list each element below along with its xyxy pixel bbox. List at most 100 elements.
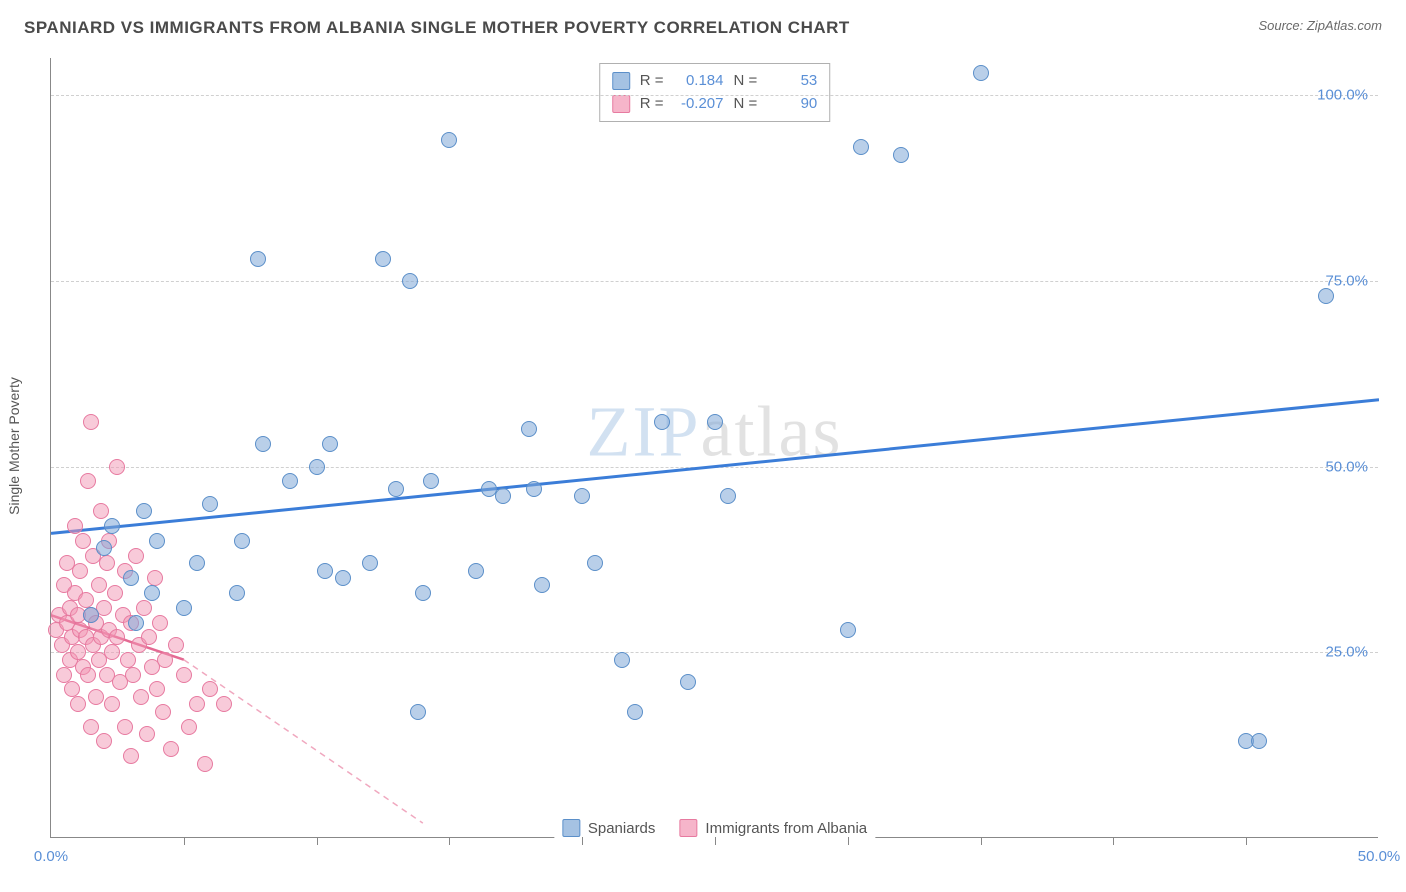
data-point-pink [147, 570, 163, 586]
data-point-pink [70, 644, 86, 660]
gridline [51, 467, 1378, 468]
data-point-pink [56, 667, 72, 683]
y-tick-label: 100.0% [1317, 87, 1368, 104]
data-point-pink [181, 719, 197, 735]
stats-row-blue: R = 0.184 N = 53 [612, 70, 818, 93]
data-point-blue [654, 414, 670, 430]
data-point-blue [627, 704, 643, 720]
data-point-pink [125, 667, 141, 683]
source-name: ZipAtlas.com [1307, 18, 1382, 33]
data-point-blue [136, 503, 152, 519]
data-point-blue [973, 65, 989, 81]
data-point-pink [104, 644, 120, 660]
x-tick [848, 837, 849, 845]
gridline [51, 95, 1378, 96]
data-point-blue [534, 577, 550, 593]
data-point-blue [128, 615, 144, 631]
trend-lines-layer [51, 58, 1379, 838]
data-point-blue [495, 488, 511, 504]
watermark-atlas: atlas [701, 391, 843, 471]
data-point-blue [255, 436, 271, 452]
n-label: N = [734, 70, 758, 93]
data-point-blue [282, 473, 298, 489]
data-point-blue [123, 570, 139, 586]
data-point-blue [189, 555, 205, 571]
trend-line-pink-dashed [184, 660, 423, 823]
chart-header: SPANIARD VS IMMIGRANTS FROM ALBANIA SING… [0, 0, 1406, 46]
data-point-blue [149, 533, 165, 549]
data-point-pink [152, 615, 168, 631]
data-point-blue [202, 496, 218, 512]
data-point-blue [1318, 288, 1334, 304]
data-point-blue [720, 488, 736, 504]
data-point-pink [109, 459, 125, 475]
n-value-blue: 53 [767, 70, 817, 93]
gridline [51, 652, 1378, 653]
data-point-blue [388, 481, 404, 497]
data-point-blue [614, 652, 630, 668]
y-axis-label: Single Mother Poverty [6, 377, 22, 515]
data-point-pink [176, 667, 192, 683]
x-tick [1113, 837, 1114, 845]
data-point-blue [96, 540, 112, 556]
gridline [51, 281, 1378, 282]
legend-label: Spaniards [588, 820, 656, 837]
x-tick [449, 837, 450, 845]
data-point-pink [163, 741, 179, 757]
x-tick [1246, 837, 1247, 845]
x-tick-label: 50.0% [1358, 848, 1401, 865]
swatch-blue-icon [612, 72, 630, 90]
data-point-blue [441, 132, 457, 148]
legend: Spaniards Immigrants from Albania [554, 817, 875, 839]
data-point-pink [123, 748, 139, 764]
data-point-pink [109, 629, 125, 645]
data-point-pink [128, 548, 144, 564]
data-point-pink [139, 726, 155, 742]
x-tick [184, 837, 185, 845]
data-point-blue [853, 139, 869, 155]
data-point-pink [80, 473, 96, 489]
y-tick-label: 25.0% [1325, 644, 1368, 661]
data-point-pink [104, 696, 120, 712]
y-tick-label: 50.0% [1325, 458, 1368, 475]
data-point-pink [83, 414, 99, 430]
correlation-stats-box: R = 0.184 N = 53 R = -0.207 N = 90 [599, 63, 831, 122]
data-point-pink [216, 696, 232, 712]
swatch-pink-icon [612, 95, 630, 113]
data-point-blue [402, 273, 418, 289]
data-point-blue [574, 488, 590, 504]
swatch-blue-icon [562, 819, 580, 837]
data-point-blue [229, 585, 245, 601]
data-point-pink [72, 563, 88, 579]
data-point-blue [335, 570, 351, 586]
data-point-blue [144, 585, 160, 601]
scatter-plot-area: ZIPatlas R = 0.184 N = 53 R = -0.207 N =… [50, 58, 1378, 838]
data-point-blue [250, 251, 266, 267]
data-point-pink [168, 637, 184, 653]
data-point-blue [410, 704, 426, 720]
watermark: ZIPatlas [587, 390, 843, 473]
data-point-pink [155, 704, 171, 720]
data-point-pink [75, 533, 91, 549]
data-point-pink [197, 756, 213, 772]
data-point-pink [78, 592, 94, 608]
data-point-blue [521, 421, 537, 437]
data-point-pink [80, 667, 96, 683]
data-point-pink [202, 681, 218, 697]
r-value-blue: 0.184 [674, 70, 724, 93]
source-attribution: Source: ZipAtlas.com [1258, 18, 1382, 33]
data-point-blue [176, 600, 192, 616]
watermark-zip: ZIP [587, 391, 701, 471]
data-point-blue [893, 147, 909, 163]
data-point-pink [70, 696, 86, 712]
data-point-blue [234, 533, 250, 549]
y-tick-label: 75.0% [1325, 272, 1368, 289]
data-point-pink [117, 719, 133, 735]
data-point-pink [96, 733, 112, 749]
source-prefix: Source: [1258, 18, 1306, 33]
data-point-pink [136, 600, 152, 616]
data-point-pink [120, 652, 136, 668]
r-label: R = [640, 70, 664, 93]
data-point-blue [309, 459, 325, 475]
legend-item-spaniards: Spaniards [562, 819, 656, 837]
